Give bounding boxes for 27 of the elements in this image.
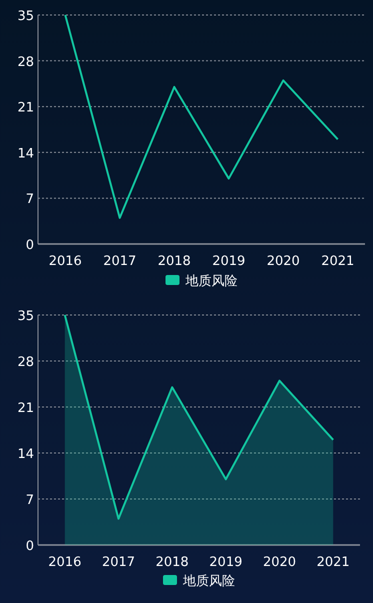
x-tick-label: 2018 (156, 555, 189, 570)
x-tick-label: 2016 (48, 254, 82, 269)
y-tick-label: 14 (17, 447, 34, 462)
x-tick-label: 2016 (48, 555, 82, 570)
y-tick-label: 35 (17, 309, 34, 324)
x-tick-label: 2019 (209, 555, 242, 570)
line-series (64, 14, 339, 219)
y-tick-label: 21 (17, 401, 34, 416)
y-tick-label: 7 (26, 493, 34, 508)
x-tick-label: 2018 (158, 254, 191, 269)
y-tick-label: 21 (17, 100, 34, 116)
y-tick-label: 0 (26, 539, 34, 554)
y-tick-label: 14 (17, 146, 34, 162)
x-tick-label: 2021 (321, 254, 354, 269)
x-tick-label: 2021 (316, 555, 350, 570)
x-tick-label: 2017 (102, 555, 136, 570)
x-tick-label: 2019 (212, 254, 246, 269)
y-tick-label: 35 (17, 9, 34, 24)
x-tick-label: 2020 (262, 555, 296, 570)
y-tick-label: 28 (17, 54, 34, 70)
legend-label: 地质风险 (182, 574, 235, 589)
y-tick-label: 0 (26, 238, 34, 253)
y-tick-label: 28 (17, 355, 34, 370)
y-tick-label: 7 (26, 192, 34, 208)
legend-label: 地质风险 (184, 274, 238, 289)
x-tick-label: 2020 (266, 254, 300, 269)
x-tick-label: 2017 (103, 254, 136, 269)
